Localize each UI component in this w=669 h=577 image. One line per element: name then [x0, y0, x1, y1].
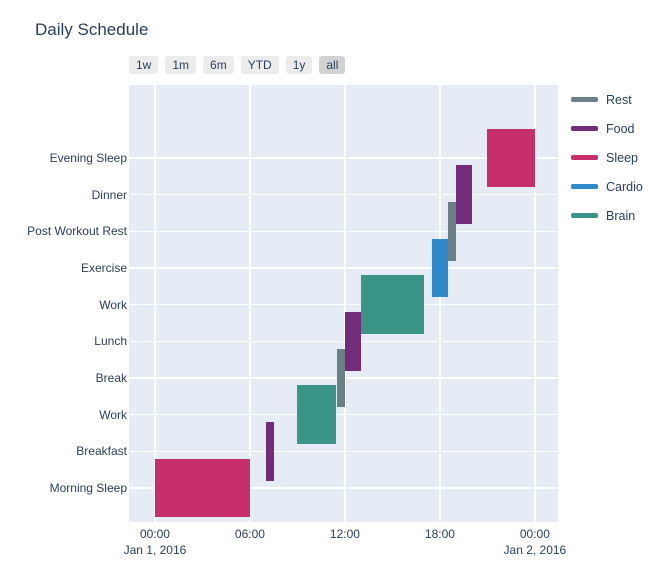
gantt-bar-dinner[interactable] — [455, 165, 472, 224]
x-gridline — [439, 85, 441, 522]
y-tick-label: Work — [99, 407, 127, 422]
x-tick-label: 00:00 — [519, 527, 550, 541]
y-gridline — [129, 230, 558, 233]
legend-label: Cardio — [606, 179, 643, 194]
gantt-bar-post-workout-rest[interactable] — [447, 201, 456, 261]
y-tick-label: Break — [95, 370, 127, 385]
x-tick-label: 18:00 — [424, 527, 455, 541]
range-button-6m[interactable]: 6m — [203, 56, 234, 74]
legend-entry-food[interactable]: Food — [571, 114, 643, 143]
gantt-bar-morning-sleep[interactable] — [154, 458, 250, 518]
range-button-1m[interactable]: 1m — [165, 56, 197, 74]
x-gridline — [534, 85, 536, 522]
legend-entry-cardio[interactable]: Cardio — [571, 172, 643, 201]
y-tick-label: Dinner — [91, 187, 127, 202]
figure-title: Daily Schedule — [35, 20, 149, 39]
x-date-label: Jan 1, 2016 — [123, 543, 187, 557]
x-gridline — [154, 85, 156, 522]
gantt-bar-work[interactable] — [297, 385, 336, 444]
range-button-all[interactable]: all — [319, 56, 346, 74]
legend-swatch-icon — [571, 97, 598, 102]
legend-entry-brain[interactable]: Brain — [571, 201, 643, 230]
range-selector: 1w 1m 6m YTD 1y all — [129, 56, 346, 74]
gantt-bar-work[interactable] — [360, 275, 425, 334]
y-tick-label: Breakfast — [76, 444, 127, 459]
plot-area[interactable] — [129, 85, 558, 522]
legend: Rest Food Sleep Cardio Brain — [571, 85, 643, 230]
y-tick-label: Lunch — [94, 334, 127, 349]
y-tick-label: Post Workout Rest — [27, 224, 127, 239]
y-gridline — [129, 267, 558, 269]
x-tick-label: 06:00 — [234, 527, 265, 541]
legend-swatch-icon — [571, 213, 598, 218]
x-date-label: Jan 2, 2016 — [503, 543, 567, 557]
gantt-bar-evening-sleep[interactable] — [487, 128, 535, 188]
gantt-bar-breakfast[interactable] — [265, 421, 274, 481]
gantt-bar-break[interactable] — [337, 348, 345, 408]
x-gridline — [249, 85, 251, 522]
gantt-bar-lunch[interactable] — [344, 311, 361, 371]
y-gridline — [129, 487, 558, 489]
y-gridline — [129, 414, 558, 416]
range-button-1w[interactable]: 1w — [129, 56, 159, 74]
x-tick-label: 00:00 — [139, 527, 170, 541]
legend-swatch-icon — [571, 155, 598, 160]
range-button-1y[interactable]: 1y — [285, 56, 313, 74]
y-gridline — [129, 340, 558, 343]
y-tick-label: Exercise — [80, 260, 127, 275]
y-tick-label: Work — [99, 297, 127, 312]
y-gridline — [129, 450, 558, 453]
legend-label: Rest — [606, 92, 632, 107]
y-gridline — [129, 304, 558, 306]
legend-label: Sleep — [606, 150, 638, 165]
legend-entry-sleep[interactable]: Sleep — [571, 143, 643, 172]
legend-entry-rest[interactable]: Rest — [571, 85, 643, 114]
y-tick-label: Evening Sleep — [49, 150, 127, 165]
legend-swatch-icon — [571, 184, 598, 189]
x-gridline — [344, 85, 346, 522]
legend-label: Food — [606, 121, 635, 136]
legend-swatch-icon — [571, 126, 598, 131]
range-button-YTD[interactable]: YTD — [240, 56, 279, 74]
y-gridline — [129, 157, 558, 159]
y-tick-label: Morning Sleep — [49, 480, 127, 495]
x-tick-label: 12:00 — [329, 527, 360, 541]
gantt-bar-exercise[interactable] — [431, 238, 448, 298]
y-gridline — [129, 194, 558, 196]
legend-label: Brain — [606, 208, 636, 223]
